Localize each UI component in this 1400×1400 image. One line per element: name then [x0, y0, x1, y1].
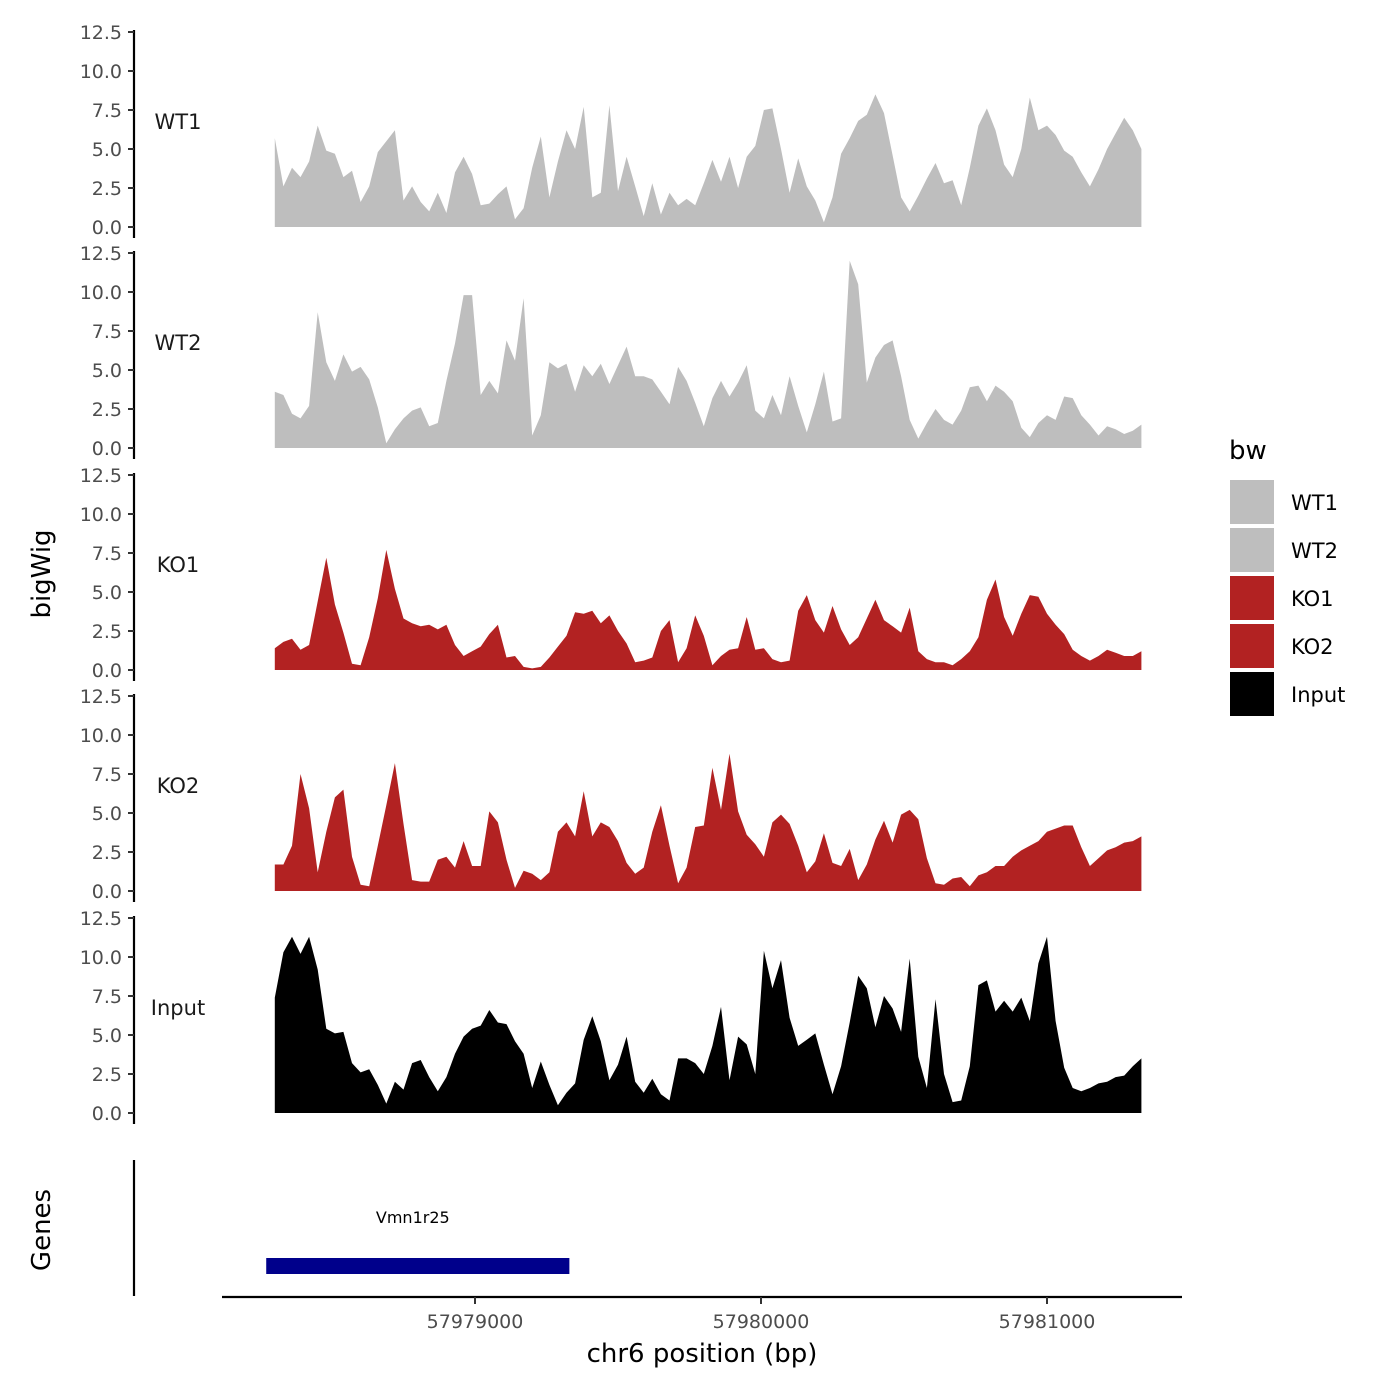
- y-tick-label: 5.0: [92, 1025, 122, 1047]
- y-tick-label: 7.5: [92, 321, 122, 343]
- y-tick-label: 0.0: [92, 438, 122, 460]
- legend-label: WT1: [1291, 491, 1338, 515]
- x-axis: 57979000 57980000 57981000: [222, 1295, 1182, 1333]
- track-wt1: 0.0 2.5 5.0 7.5 10.0 12.5 WT1: [80, 22, 1142, 239]
- y-tick-label: 7.5: [92, 764, 122, 786]
- y-tick-label: 2.5: [92, 178, 122, 200]
- y-tick-label: 5.0: [92, 139, 122, 161]
- genes-track: Vmn1r25: [132, 1160, 570, 1296]
- legend-swatch-wt2: [1230, 528, 1274, 572]
- y-tick-label: 12.5: [80, 686, 122, 708]
- y-tick-label: 0.0: [92, 660, 122, 682]
- signal-area-ko1: [274, 549, 1142, 670]
- y-tick-label: 0.0: [92, 881, 122, 903]
- legend-swatch-ko2: [1230, 624, 1274, 668]
- legend-title: bw: [1229, 436, 1267, 466]
- y-tick-label: 7.5: [92, 100, 122, 122]
- legend-swatch-ko1: [1230, 576, 1274, 620]
- gene-label: Vmn1r25: [376, 1208, 450, 1227]
- y-tick-label: 2.5: [92, 1064, 122, 1086]
- y-tick-label: 10.0: [80, 725, 122, 747]
- y-tick-label: 10.0: [80, 282, 122, 304]
- signal-area-wt2: [274, 260, 1142, 448]
- legend-swatch-input: [1230, 672, 1274, 716]
- y-tick-label: 10.0: [80, 947, 122, 969]
- y-tick-label: 7.5: [92, 543, 122, 565]
- signal-area-ko2: [274, 753, 1142, 891]
- x-tick-label: 57981000: [999, 1311, 1096, 1333]
- y-tick-label: 2.5: [92, 399, 122, 421]
- track-label: WT2: [155, 331, 202, 355]
- y-tick-label: 10.0: [80, 504, 122, 526]
- x-axis-title: chr6 position (bp): [587, 1339, 818, 1369]
- track-label: Input: [151, 996, 205, 1020]
- legend-swatch-wt1: [1230, 480, 1274, 524]
- legend: bw WT1 WT2 KO1 KO2 Input: [1229, 436, 1345, 716]
- y-tick-label: 12.5: [80, 243, 122, 265]
- y-tick-label: 12.5: [80, 22, 122, 44]
- track-input: 0.0 2.5 5.0 7.5 10.0 12.5 Input: [80, 908, 1142, 1125]
- legend-label: KO2: [1291, 635, 1334, 659]
- y-tick-label: 2.5: [92, 842, 122, 864]
- legend-label: Input: [1291, 683, 1345, 707]
- x-tick-label: 57979000: [427, 1311, 524, 1333]
- track-label: KO1: [157, 553, 200, 577]
- legend-label: WT2: [1291, 539, 1338, 563]
- track-label: WT1: [155, 110, 202, 134]
- track-wt2: 0.0 2.5 5.0 7.5 10.0 12.5 WT2: [80, 243, 1142, 460]
- y-tick-label: 5.0: [92, 360, 122, 382]
- track-ko1: 0.0 2.5 5.0 7.5 10.0 12.5 KO1: [80, 465, 1142, 682]
- track-label: KO2: [157, 774, 200, 798]
- signal-tracks: 0.0 2.5 5.0 7.5 10.0 12.5 WT1 0.0 2.5 5.0 7.5 10.0 1…: [80, 22, 1142, 1125]
- y-tick-label: 12.5: [80, 908, 122, 930]
- gene-body: [266, 1258, 570, 1274]
- x-tick-label: 57980000: [713, 1311, 810, 1333]
- y-axis-title: bigWig: [27, 529, 57, 618]
- y-tick-label: 5.0: [92, 803, 122, 825]
- y-tick-label: 7.5: [92, 986, 122, 1008]
- y-tick-label: 2.5: [92, 621, 122, 643]
- legend-label: KO1: [1291, 587, 1334, 611]
- genes-axis-title: Genes: [27, 1189, 57, 1271]
- y-tick-label: 5.0: [92, 582, 122, 604]
- y-tick-label: 10.0: [80, 61, 122, 83]
- track-ko2: 0.0 2.5 5.0 7.5 10.0 12.5 KO2: [80, 686, 1142, 903]
- y-tick-label: 0.0: [92, 1103, 122, 1125]
- signal-area-wt1: [274, 94, 1142, 228]
- signal-area-input: [274, 936, 1142, 1113]
- y-tick-label: 12.5: [80, 465, 122, 487]
- y-tick-label: 0.0: [92, 217, 122, 239]
